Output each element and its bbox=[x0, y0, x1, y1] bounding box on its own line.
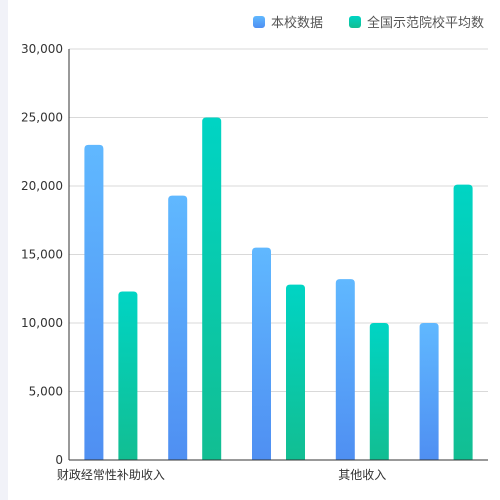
chart-legend[interactable]: 本校数据 全国示范院校平均数 bbox=[252, 12, 484, 31]
legend-label-series-1: 本校数据 bbox=[270, 16, 323, 31]
x-tick-label: 财政经常性补助收入 bbox=[57, 468, 165, 482]
grid-lines bbox=[69, 48, 488, 392]
legend-item-series-2[interactable]: 全国示范院校平均数 bbox=[348, 12, 484, 31]
bar-series-2[interactable] bbox=[202, 117, 222, 461]
bar-series-2[interactable] bbox=[286, 284, 305, 460]
y-tick-label: 10,000 bbox=[21, 316, 63, 330]
bar-series-1[interactable] bbox=[252, 247, 271, 460]
bar-series-2[interactable] bbox=[369, 323, 389, 460]
y-tick-label: 5,000 bbox=[29, 385, 63, 399]
bar-series-2[interactable] bbox=[118, 291, 138, 460]
left-strip bbox=[0, 0, 8, 500]
bar-series-1[interactable] bbox=[419, 323, 439, 460]
chart-panel: 0 5,000 10,000 15,000 20,000 25,000 30,000 财政经常… bbox=[8, 0, 500, 500]
bar-series-2[interactable] bbox=[453, 184, 473, 460]
bar-series-1[interactable] bbox=[335, 279, 355, 460]
y-tick-label: 15,000 bbox=[21, 248, 63, 262]
legend-label-series-2: 全国示范院校平均数 bbox=[366, 16, 484, 31]
legend-swatch-series-2 bbox=[348, 15, 361, 28]
legend-swatch-series-1 bbox=[252, 15, 265, 28]
y-tick-label: 20,000 bbox=[21, 179, 63, 193]
bar-series-1[interactable] bbox=[168, 195, 188, 460]
bar-chart: 0 5,000 10,000 15,000 20,000 25,000 30,000 财政经常… bbox=[21, 42, 488, 482]
bars bbox=[84, 117, 473, 461]
axes: 0 5,000 10,000 15,000 20,000 25,000 30,000 财政经常… bbox=[21, 42, 488, 482]
y-tick-label: 25,000 bbox=[21, 111, 63, 125]
y-tick-label: 30,000 bbox=[21, 42, 63, 56]
legend-item-series-1[interactable]: 本校数据 bbox=[252, 12, 323, 31]
bar-series-1[interactable] bbox=[84, 144, 104, 460]
x-tick-label: 其他收入 bbox=[338, 468, 386, 482]
y-tick-label: 0 bbox=[55, 453, 63, 467]
